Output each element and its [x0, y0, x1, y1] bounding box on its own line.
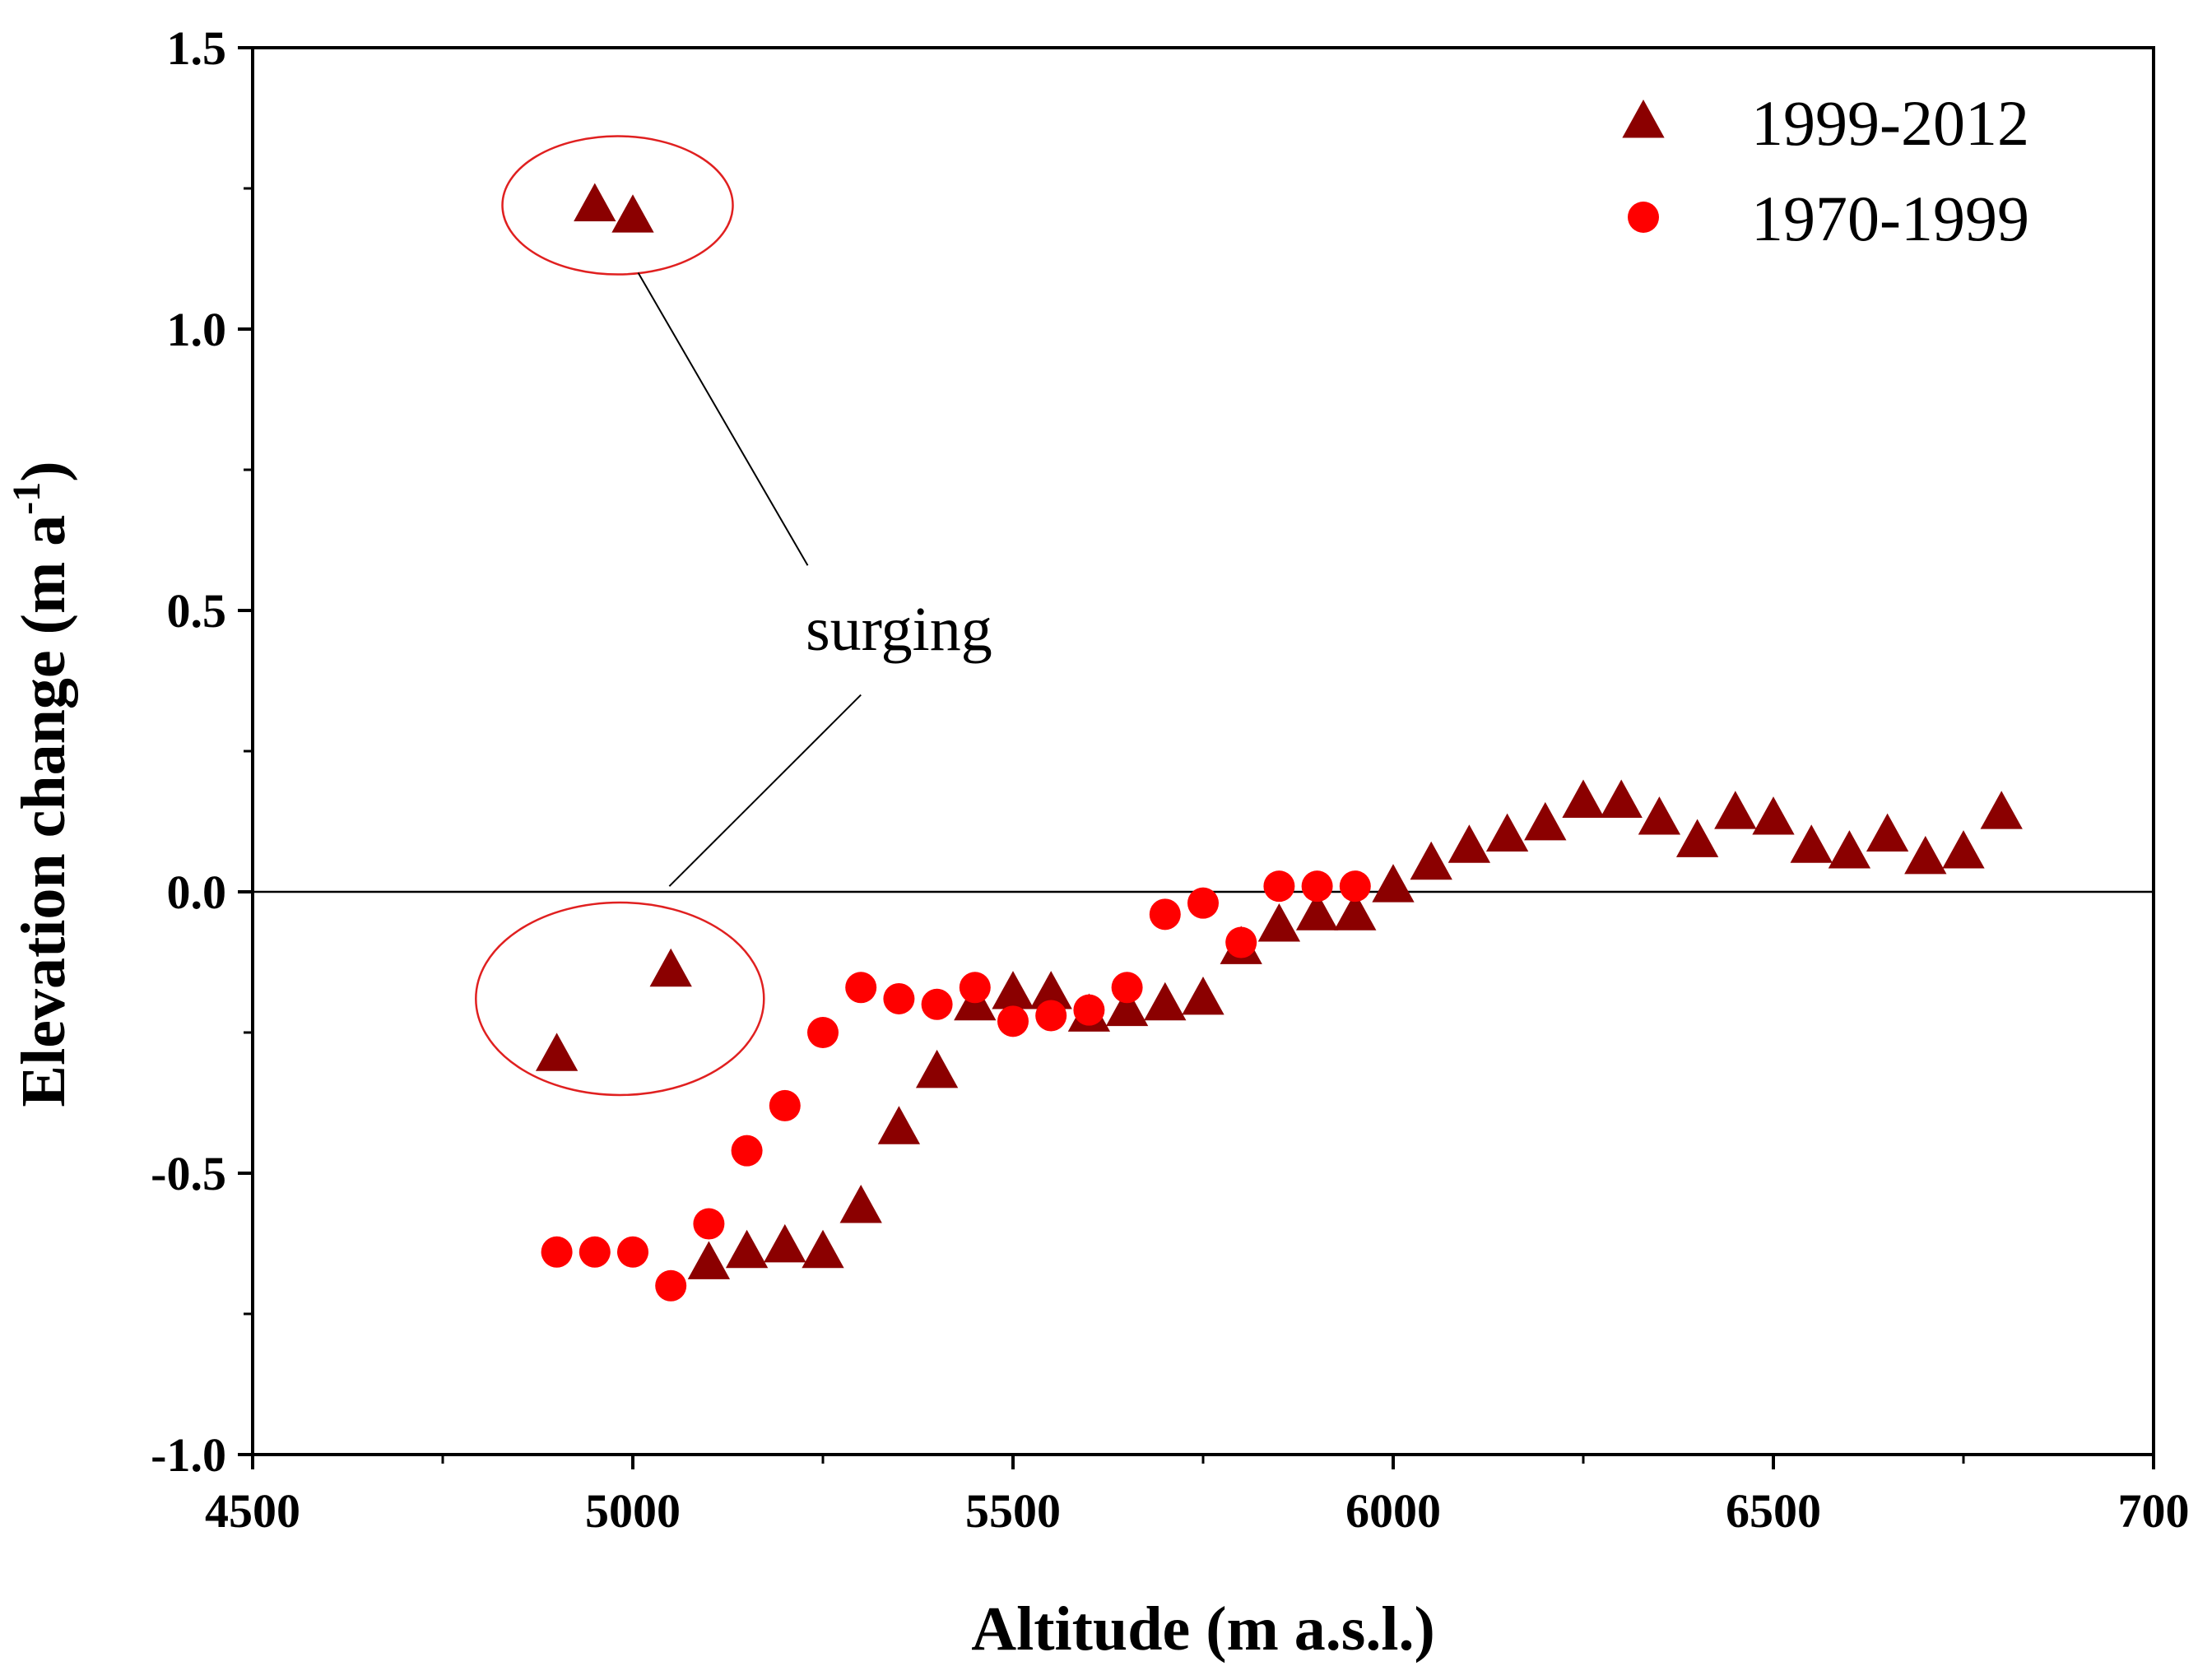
legend: 1999-2012 1970-1999 — [1622, 87, 2029, 254]
annotations: surging — [475, 135, 992, 1097]
legend-label: 1970-1999 — [1751, 183, 2029, 254]
x-tick-label: 4500 — [205, 1484, 300, 1538]
y-tick-label: 1.0 — [167, 303, 227, 356]
x-tick-label: 6000 — [1345, 1484, 1441, 1538]
legend-marker-circle — [1628, 202, 1659, 233]
data-point-triangle — [1790, 824, 1833, 863]
data-point-circle — [655, 1269, 687, 1302]
data-point-triangle — [802, 1229, 844, 1269]
data-point-triangle — [1752, 796, 1795, 835]
data-point-circle — [1111, 972, 1143, 1004]
data-point-triangle — [1714, 791, 1757, 829]
data-point-triangle — [1334, 892, 1377, 930]
data-point-circle — [1263, 870, 1295, 903]
data-point-triangle — [649, 948, 692, 987]
data-point-circle — [883, 982, 915, 1014]
y-tick-label: -1.0 — [151, 1428, 226, 1482]
data-point-circle — [693, 1208, 725, 1240]
surging-ellipse-lower — [475, 901, 765, 1097]
data-point-triangle — [1372, 864, 1415, 903]
surging-label: surging — [806, 595, 992, 664]
surging-leader-lower — [668, 694, 862, 887]
data-point-circle — [769, 1089, 801, 1121]
data-point-triangle — [1144, 982, 1187, 1021]
data-point-triangle — [1295, 892, 1339, 930]
data-point-triangle — [1105, 987, 1149, 1027]
data-point-triangle — [574, 183, 616, 221]
data-point-triangle — [1182, 976, 1224, 1015]
data-point-triangle — [1524, 801, 1567, 841]
plot-frame — [251, 46, 2155, 1456]
x-tick-label: 6500 — [1726, 1484, 1821, 1538]
series-1970-1999 — [541, 870, 1371, 1302]
data-point-triangle — [764, 1223, 806, 1263]
data-point-triangle — [877, 1106, 921, 1144]
data-point-triangle — [1410, 841, 1452, 880]
data-point-circle — [579, 1236, 611, 1268]
series-1999-2012 — [535, 183, 2023, 1279]
data-point-triangle — [992, 971, 1034, 1009]
data-point-triangle — [915, 1049, 959, 1088]
data-point-circle — [1149, 898, 1181, 930]
y-tick-label: 0.5 — [167, 584, 227, 638]
data-point-circle — [1301, 870, 1333, 903]
data-marks — [535, 183, 2023, 1302]
x-tick-label: 5000 — [585, 1484, 681, 1538]
axes: 4500 5000 5500 6000 6500 700 -1.0 -0.5 0.0 0.5 1.0… — [151, 21, 2189, 1538]
y-axis-title-superscript: -1 — [5, 482, 49, 515]
data-point-circle — [845, 972, 877, 1004]
data-point-triangle — [535, 1033, 579, 1071]
data-point-triangle — [1257, 903, 1301, 942]
data-point-triangle — [1485, 813, 1529, 852]
surging-leader-upper — [637, 272, 809, 566]
data-point-triangle — [1600, 779, 1643, 818]
y-tick-label: 1.5 — [167, 21, 227, 75]
y-axis-title: Elevation change (m a-1) — [5, 461, 78, 1107]
data-point-circle — [1035, 1000, 1067, 1032]
data-point-circle — [731, 1135, 763, 1167]
data-point-triangle — [1675, 819, 1719, 857]
data-point-triangle — [1448, 824, 1491, 863]
legend-marker-triangle — [1622, 100, 1665, 138]
y-tick-label: -0.5 — [151, 1147, 226, 1200]
data-point-circle — [1187, 887, 1219, 919]
data-point-circle — [541, 1236, 573, 1268]
data-point-circle — [617, 1236, 648, 1268]
data-point-circle — [1073, 994, 1105, 1026]
data-point-triangle — [1942, 830, 1985, 869]
data-point-circle — [1339, 870, 1371, 903]
data-point-triangle — [1980, 791, 2023, 829]
data-point-circle — [959, 972, 991, 1004]
data-point-circle — [807, 1017, 839, 1048]
data-point-circle — [921, 988, 953, 1020]
data-point-triangle — [1904, 835, 1947, 875]
data-point-triangle — [1562, 779, 1605, 818]
surging-ellipse-upper — [501, 135, 734, 276]
data-point-circle — [1225, 926, 1257, 958]
y-axis-title-suffix: ) — [9, 461, 78, 481]
data-point-triangle — [1866, 813, 1909, 852]
x-tick-label: 5500 — [965, 1484, 1061, 1538]
y-tick-label: 0.0 — [167, 866, 227, 919]
data-point-triangle — [611, 194, 654, 233]
data-point-circle — [997, 1005, 1029, 1037]
data-point-triangle — [1638, 796, 1681, 835]
data-point-triangle — [1828, 830, 1871, 869]
data-point-triangle — [687, 1241, 731, 1279]
x-axis-title: Altitude (m a.s.l.) — [971, 1594, 1435, 1664]
legend-label: 1999-2012 — [1751, 87, 2029, 159]
data-point-triangle — [725, 1229, 769, 1269]
y-axis-title-main: Elevation change (m a — [9, 515, 78, 1107]
data-point-triangle — [839, 1185, 882, 1223]
data-point-triangle — [1029, 971, 1072, 1009]
x-tick-label: 700 — [2118, 1484, 2190, 1538]
